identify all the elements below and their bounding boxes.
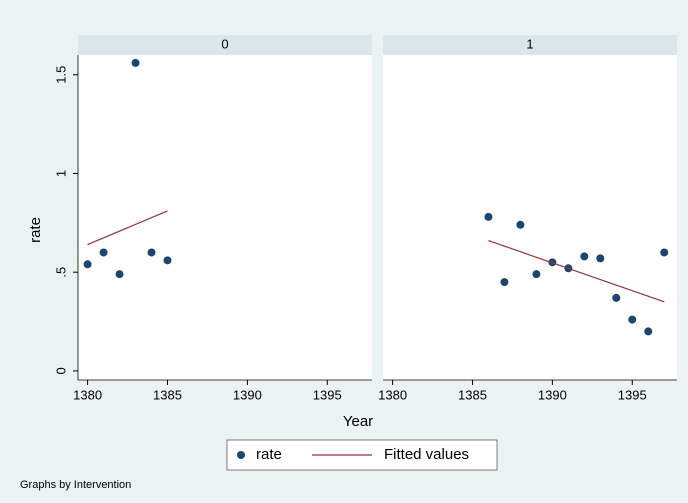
point bbox=[163, 256, 172, 265]
y-tick-label: 0 bbox=[53, 367, 68, 374]
y-axis-label: rate bbox=[27, 217, 44, 243]
y-tick-label: .5 bbox=[53, 267, 68, 278]
y-tick-label: 1 bbox=[53, 170, 68, 177]
x-axis-label: Year bbox=[343, 413, 373, 430]
plot-area bbox=[383, 55, 677, 380]
point bbox=[99, 248, 108, 257]
point bbox=[115, 270, 124, 279]
point bbox=[131, 58, 140, 67]
point bbox=[628, 315, 637, 324]
x-tick-label: 1380 bbox=[73, 387, 102, 402]
x-tick-label: 1385 bbox=[458, 387, 487, 402]
legend-label: rate bbox=[256, 446, 282, 463]
point bbox=[580, 252, 589, 261]
y-tick-label: 1.5 bbox=[53, 66, 68, 84]
note: Graphs by Intervention bbox=[20, 479, 131, 491]
plot-area bbox=[78, 55, 372, 380]
x-tick-label: 1380 bbox=[378, 387, 407, 402]
point bbox=[500, 278, 509, 287]
x-tick-label: 1390 bbox=[538, 387, 567, 402]
point bbox=[660, 248, 669, 257]
panel-title: 0 bbox=[221, 36, 228, 51]
fitted-line bbox=[488, 240, 665, 303]
x-tick-label: 1395 bbox=[618, 387, 647, 402]
x-tick-label: 1390 bbox=[233, 387, 262, 402]
point bbox=[532, 270, 541, 279]
panel-title: 1 bbox=[526, 36, 533, 51]
point bbox=[147, 248, 156, 257]
point bbox=[612, 293, 621, 302]
point bbox=[596, 254, 605, 263]
point bbox=[516, 220, 525, 229]
legend-swatch bbox=[237, 451, 245, 459]
point bbox=[83, 260, 92, 269]
panel-header bbox=[78, 35, 372, 55]
point bbox=[484, 212, 493, 221]
point bbox=[644, 327, 653, 336]
fitted-line bbox=[87, 210, 168, 246]
x-tick-label: 1385 bbox=[153, 387, 182, 402]
legend-label: Fitted values bbox=[384, 446, 469, 463]
panel-header bbox=[383, 35, 677, 55]
x-tick-label: 1395 bbox=[313, 387, 342, 402]
